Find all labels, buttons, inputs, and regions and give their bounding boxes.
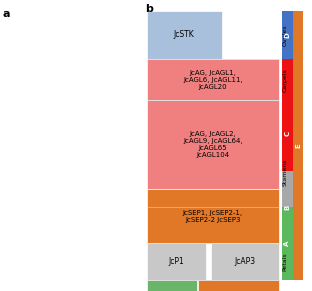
FancyBboxPatch shape <box>282 207 293 280</box>
FancyBboxPatch shape <box>198 280 279 291</box>
Text: b: b <box>145 4 153 14</box>
Text: JcAG, JcAGL1,
JcAGL6, JcAGL11,
JcAGL20: JcAG, JcAGL1, JcAGL6, JcAGL11, JcAGL20 <box>183 70 243 90</box>
FancyBboxPatch shape <box>147 100 279 189</box>
Text: Petals: Petals <box>282 252 287 271</box>
FancyBboxPatch shape <box>293 11 303 280</box>
FancyBboxPatch shape <box>147 244 206 280</box>
FancyBboxPatch shape <box>147 280 197 291</box>
FancyBboxPatch shape <box>147 11 222 59</box>
Text: JcSEP1, JcSEP2-1,
JcSEP2-2 JcSEP3: JcSEP1, JcSEP2-1, JcSEP2-2 JcSEP3 <box>183 210 243 223</box>
FancyBboxPatch shape <box>147 59 279 100</box>
Text: B: B <box>285 205 290 210</box>
Text: C: C <box>285 131 290 136</box>
Text: JcAP3: JcAP3 <box>234 257 256 266</box>
Text: Stamens: Stamens <box>282 158 287 186</box>
FancyBboxPatch shape <box>282 11 293 59</box>
FancyBboxPatch shape <box>282 171 293 244</box>
FancyBboxPatch shape <box>147 189 279 244</box>
Text: JcP1: JcP1 <box>168 257 184 266</box>
Text: JcSTK: JcSTK <box>174 31 194 39</box>
FancyBboxPatch shape <box>282 59 293 207</box>
Text: A: A <box>285 241 290 246</box>
Text: D: D <box>285 32 290 38</box>
Text: Carpels: Carpels <box>282 68 287 92</box>
Text: JcAG, JcAGL2,
JcAGL9, JcAGL64,
JcAGL65
JcAGL104: JcAG, JcAGL2, JcAGL9, JcAGL64, JcAGL65 J… <box>183 131 243 158</box>
Text: a: a <box>3 9 11 19</box>
FancyBboxPatch shape <box>211 244 279 280</box>
Text: Ovules: Ovules <box>282 24 287 46</box>
Text: E: E <box>295 143 301 148</box>
